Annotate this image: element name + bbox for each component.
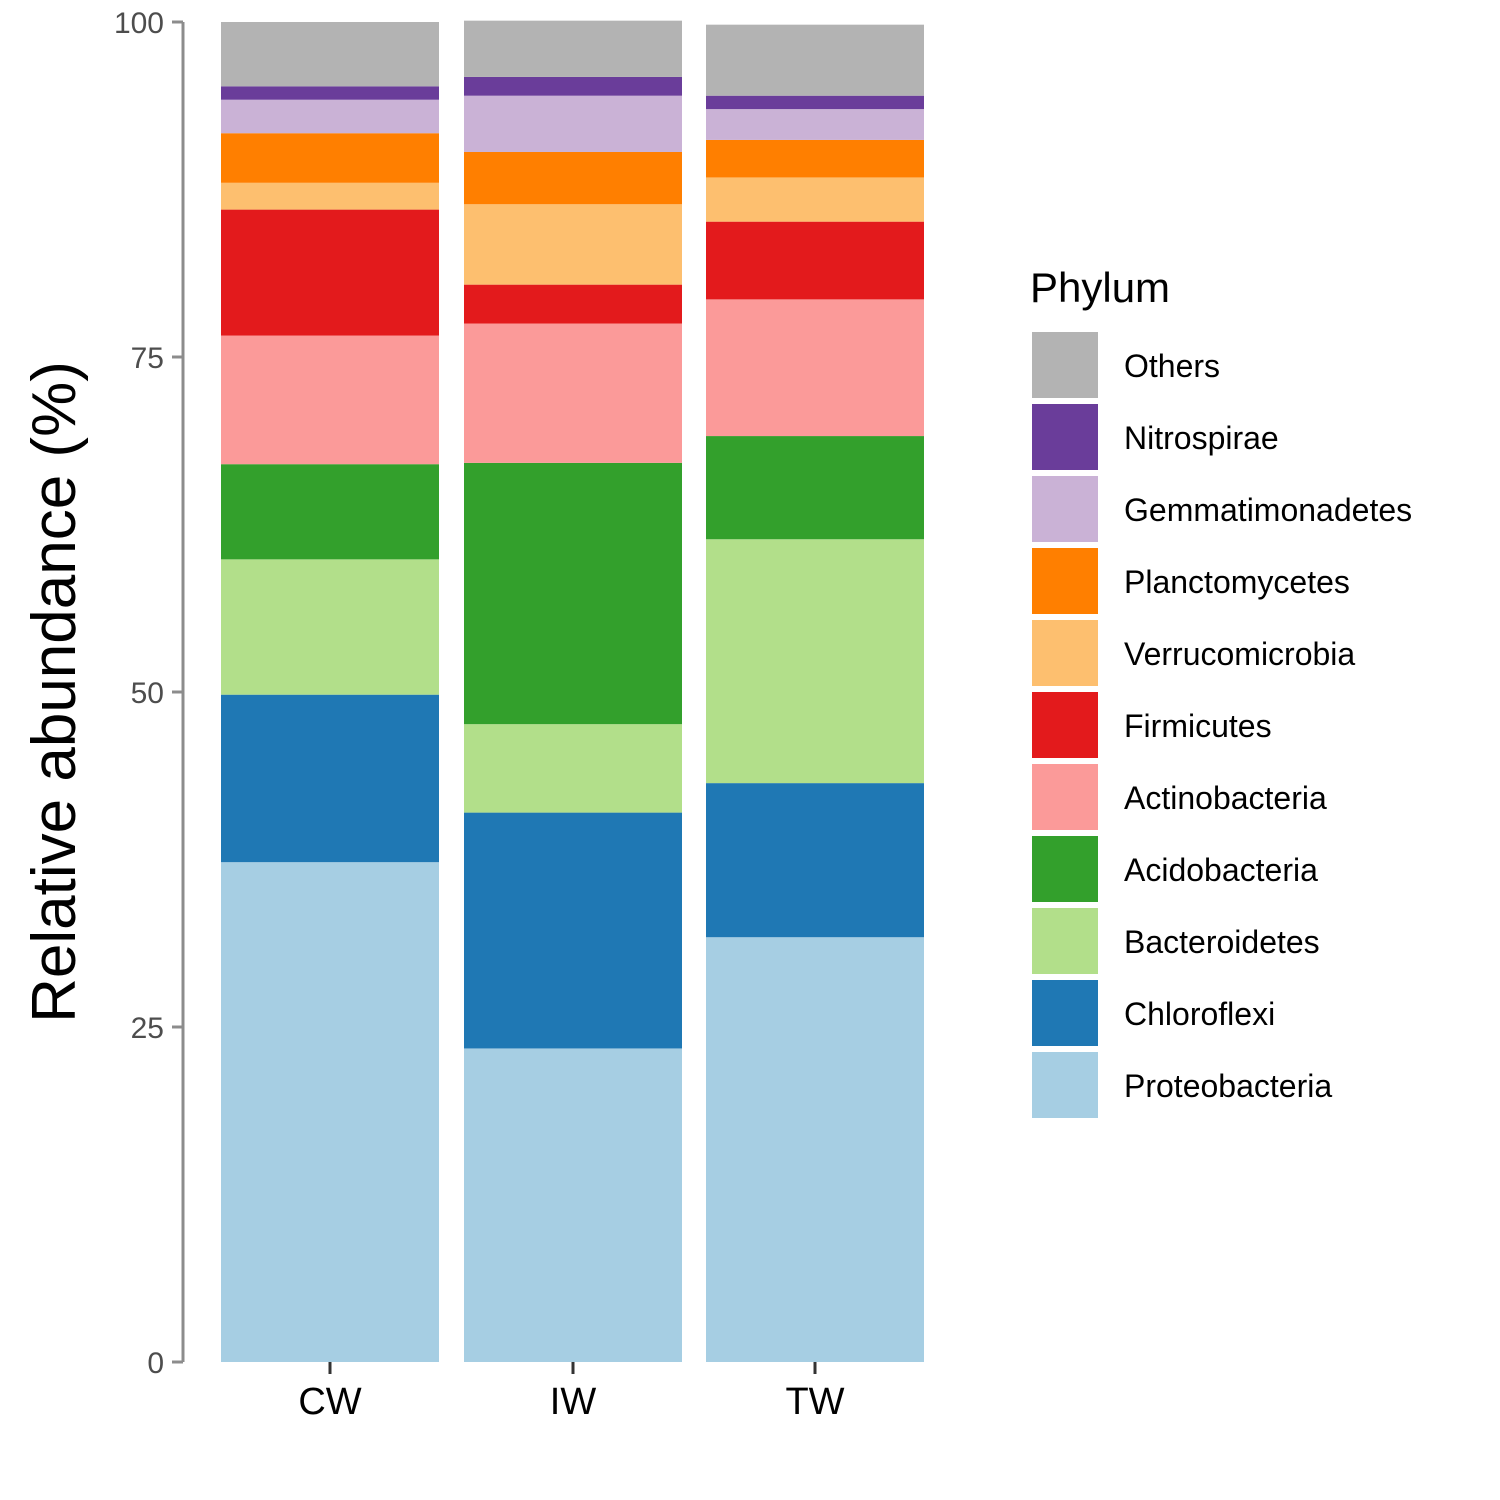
bar-segment-iw-proteobacteria <box>464 1048 682 1362</box>
bar-segment-iw-gemmatimonadetes <box>464 95 682 152</box>
x-tick-label-cw: CW <box>298 1381 361 1423</box>
legend-label: Others <box>1124 348 1220 384</box>
bar-segment-iw-bacteroidetes <box>464 724 682 813</box>
legend-swatch <box>1032 620 1098 686</box>
bar-segment-cw-chloroflexi <box>221 694 439 863</box>
y-tick-label: 50 <box>131 677 164 710</box>
bar-segment-iw-firmicutes <box>464 284 682 324</box>
y-axis-title: Relative abundance (%) <box>20 361 89 1023</box>
bar-segment-tw-verrucomicrobia <box>706 177 924 222</box>
bars-layer <box>221 20 924 1362</box>
legend-swatch <box>1032 980 1098 1046</box>
legend-items: Others Nitrospirae Gemmatimonadetes Plancto… <box>1032 332 1412 1118</box>
legend-item-gemmatimonadetes: Gemmatimonadetes <box>1032 476 1412 542</box>
x-tick-label-tw: TW <box>785 1381 844 1423</box>
legend-item-acidobacteria: Acidobacteria <box>1032 836 1318 902</box>
bar-segment-iw-acidobacteria <box>464 462 682 725</box>
bar-segment-cw-acidobacteria <box>221 464 439 560</box>
legend-label: Chloroflexi <box>1124 996 1275 1032</box>
bar-segment-cw-actinobacteria <box>221 335 439 465</box>
legend-label: Planctomycetes <box>1124 564 1350 600</box>
bar-stack-cw <box>221 22 439 1362</box>
bar-stack-iw <box>464 20 682 1362</box>
legend-item-planctomycetes: Planctomycetes <box>1032 548 1350 614</box>
legend-item-proteobacteria: Proteobacteria <box>1032 1052 1332 1118</box>
bar-segment-tw-nitrospirae <box>706 95 924 110</box>
legend-swatch <box>1032 908 1098 974</box>
bar-segment-iw-chloroflexi <box>464 812 682 1049</box>
y-tick-label: 0 <box>147 1347 164 1380</box>
legend-swatch <box>1032 332 1098 398</box>
bar-segment-tw-planctomycetes <box>706 139 924 178</box>
y-tick-label: 25 <box>131 1012 164 1045</box>
legend-label: Acidobacteria <box>1124 852 1318 888</box>
bar-segment-cw-others <box>221 22 439 87</box>
bar-segment-iw-nitrospirae <box>464 76 682 96</box>
legend-swatch <box>1032 692 1098 758</box>
legend-label: Actinobacteria <box>1124 780 1327 816</box>
legend-label: Firmicutes <box>1124 708 1272 744</box>
y-tick-label: 75 <box>131 342 164 375</box>
bar-segment-cw-gemmatimonadetes <box>221 99 439 134</box>
bar-segment-tw-proteobacteria <box>706 937 924 1362</box>
y-axis: 0 25 50 75 100 <box>114 7 185 1380</box>
bar-segment-cw-verrucomicrobia <box>221 182 439 210</box>
bar-segment-tw-bacteroidetes <box>706 539 924 784</box>
bar-segment-iw-others <box>464 20 682 77</box>
bar-segment-tw-actinobacteria <box>706 299 924 437</box>
bar-segment-cw-bacteroidetes <box>221 559 439 695</box>
legend-swatch <box>1032 548 1098 614</box>
bar-segment-cw-planctomycetes <box>221 133 439 183</box>
legend-item-firmicutes: Firmicutes <box>1032 692 1272 758</box>
legend-label: Gemmatimonadetes <box>1124 492 1412 528</box>
legend-item-others: Others <box>1032 332 1220 398</box>
legend-item-bacteroidetes: Bacteroidetes <box>1032 908 1320 974</box>
legend-swatch <box>1032 476 1098 542</box>
x-axis: CW IW TW <box>298 1362 845 1423</box>
bar-segment-cw-nitrospirae <box>221 86 439 100</box>
y-tick-label: 100 <box>114 7 164 40</box>
bar-segment-tw-chloroflexi <box>706 783 924 938</box>
legend-swatch <box>1032 404 1098 470</box>
legend-item-verrucomicrobia: Verrucomicrobia <box>1032 620 1355 686</box>
legend-label: Nitrospirae <box>1124 420 1279 456</box>
bar-segment-tw-firmicutes <box>706 221 924 300</box>
legend: Phylum Others Nitrospirae Gemmatimonadetes… <box>1030 264 1412 1118</box>
legend-title: Phylum <box>1030 264 1170 311</box>
bar-segment-iw-verrucomicrobia <box>464 204 682 285</box>
bar-segment-tw-acidobacteria <box>706 436 924 540</box>
legend-item-chloroflexi: Chloroflexi <box>1032 980 1275 1046</box>
bar-segment-cw-firmicutes <box>221 209 439 336</box>
legend-item-nitrospirae: Nitrospirae <box>1032 404 1279 470</box>
bar-segment-iw-actinobacteria <box>464 323 682 463</box>
bar-segment-tw-gemmatimonadetes <box>706 109 924 140</box>
legend-swatch <box>1032 764 1098 830</box>
legend-label: Verrucomicrobia <box>1124 636 1355 672</box>
legend-label: Bacteroidetes <box>1124 924 1320 960</box>
bar-segment-tw-others <box>706 24 924 96</box>
legend-swatch <box>1032 836 1098 902</box>
legend-label: Proteobacteria <box>1124 1068 1332 1104</box>
x-tick-label-iw: IW <box>550 1381 597 1423</box>
legend-item-actinobacteria: Actinobacteria <box>1032 764 1327 830</box>
bar-segment-iw-planctomycetes <box>464 151 682 205</box>
legend-swatch <box>1032 1052 1098 1118</box>
bar-segment-cw-proteobacteria <box>221 862 439 1362</box>
bar-stack-tw <box>706 24 924 1362</box>
